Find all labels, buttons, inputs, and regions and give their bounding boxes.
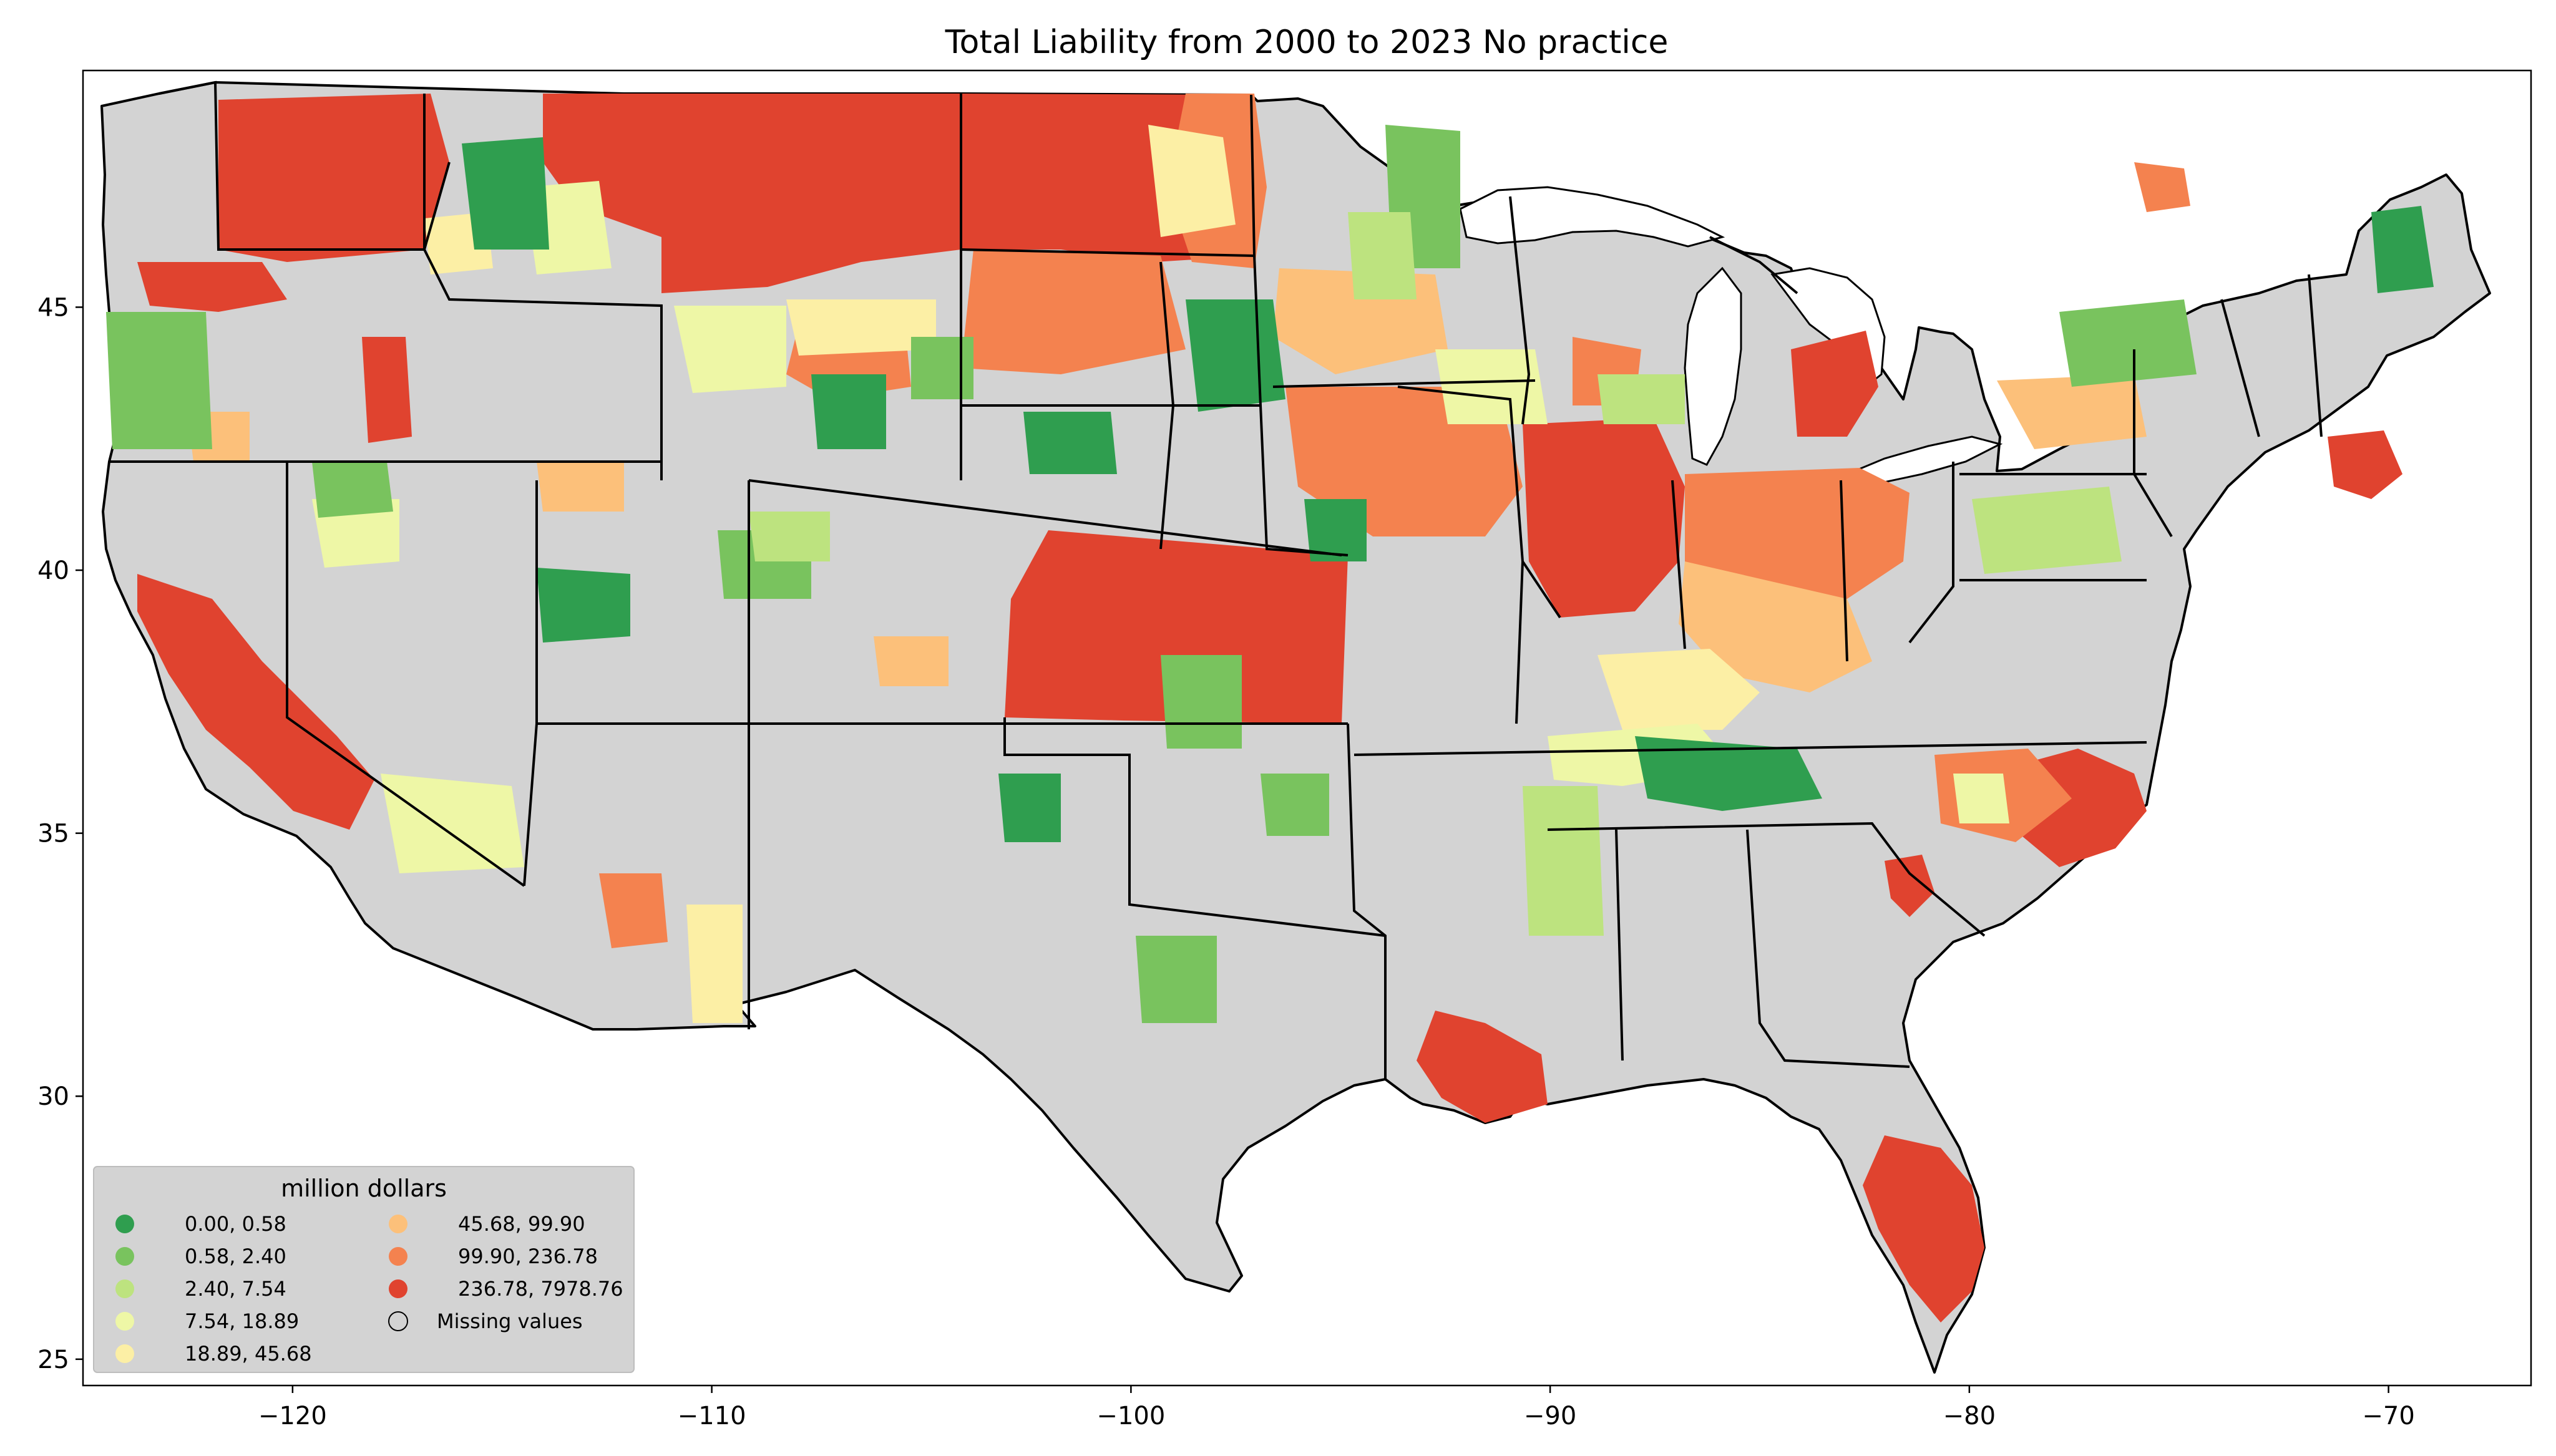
- legend-box: [93, 1166, 635, 1373]
- county-clusters: [106, 94, 2434, 1323]
- legend-marker: [115, 1312, 134, 1331]
- lake-erie: [1844, 435, 2003, 485]
- lake-michigan: [1684, 266, 1742, 466]
- y-tick-label: 30: [37, 1082, 69, 1111]
- x-tick-label: −100: [1096, 1402, 1165, 1430]
- legend-label: 99.90, 236.78: [458, 1245, 598, 1268]
- legend-label: 45.68, 99.90: [458, 1212, 585, 1236]
- legend-marker: [389, 1215, 407, 1233]
- map-title: Total Liability from 2000 to 2023 No pra…: [945, 24, 1669, 61]
- lake-superior: [1459, 186, 1725, 248]
- legend-marker: [389, 1247, 407, 1266]
- legend-label: 0.00, 0.58: [185, 1212, 286, 1236]
- legend: million dollars 0.00, 0.58 0.58, 2.40 2.40…: [93, 1166, 635, 1373]
- legend-label: 0.58, 2.40: [185, 1245, 286, 1268]
- x-tick-label: −110: [678, 1402, 746, 1430]
- y-tick-label: 25: [37, 1346, 69, 1374]
- x-tick-label: −70: [2362, 1402, 2414, 1430]
- y-tick-label: 35: [37, 820, 69, 848]
- y-tick-label: 45: [37, 293, 69, 322]
- legend-marker: [388, 1311, 408, 1331]
- county-choropleth: [100, 80, 2491, 1374]
- x-axis: −120 −110 −100 −90 −80 −70: [258, 1386, 2415, 1430]
- legend-label: 236.78, 7978.76: [458, 1277, 623, 1301]
- legend-marker: [115, 1247, 134, 1266]
- state-borders: [109, 80, 2323, 1079]
- x-tick-label: −120: [258, 1402, 327, 1430]
- legend-marker: [115, 1344, 134, 1363]
- x-tick-label: −80: [1943, 1402, 1996, 1430]
- legend-label: 7.54, 18.89: [185, 1309, 299, 1333]
- legend-label: Missing values: [437, 1309, 583, 1333]
- legend-marker: [115, 1279, 134, 1298]
- legend-marker: [389, 1279, 407, 1298]
- legend-marker: [115, 1215, 134, 1233]
- x-tick-label: −90: [1524, 1402, 1576, 1430]
- legend-label: 2.40, 7.54: [185, 1277, 286, 1301]
- legend-label: 18.89, 45.68: [185, 1342, 312, 1366]
- y-axis: 25 30 35 40 45: [37, 293, 83, 1374]
- y-tick-label: 40: [37, 556, 69, 585]
- legend-title: million dollars: [281, 1175, 447, 1202]
